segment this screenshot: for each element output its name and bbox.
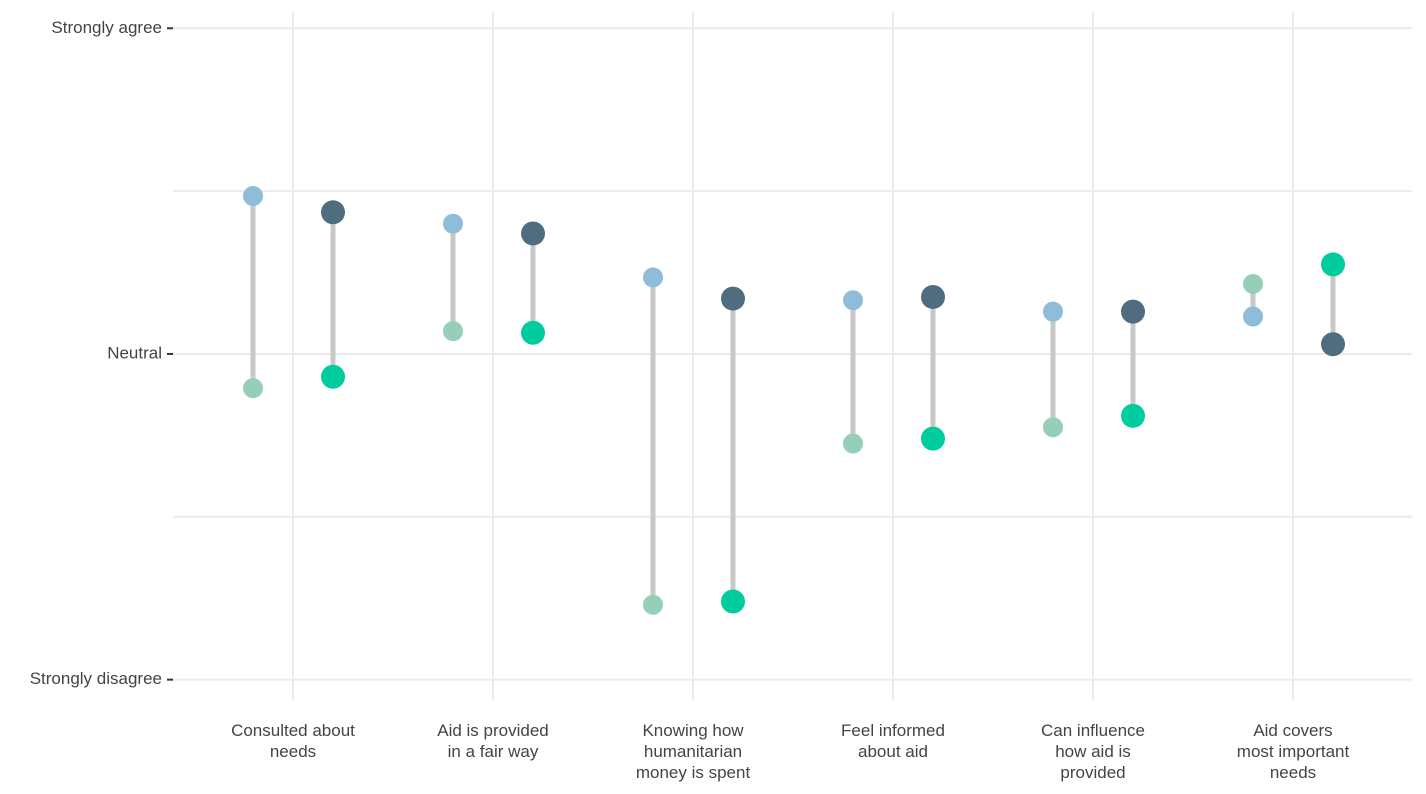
dot	[1243, 273, 1263, 294]
dot	[721, 286, 745, 311]
dot	[921, 284, 945, 309]
x-tick-label: Consulted about needs	[231, 721, 355, 761]
dot	[1321, 252, 1345, 277]
dot	[443, 213, 463, 234]
dot	[643, 594, 663, 615]
dot	[243, 378, 263, 399]
dot	[321, 200, 345, 225]
dot	[243, 186, 263, 207]
x-tick-label: Feel informed about aid	[841, 721, 945, 761]
dot	[521, 221, 545, 246]
dot	[1043, 301, 1063, 322]
dot	[921, 426, 945, 451]
y-tick-label: Strongly agree	[51, 18, 162, 37]
y-tick-label: Neutral	[107, 343, 162, 362]
dot	[1121, 403, 1145, 428]
dot	[721, 589, 745, 614]
dot	[1043, 417, 1063, 438]
dot	[1121, 299, 1145, 324]
dot	[843, 433, 863, 454]
x-tick-label: Aid is provided in a fair way	[437, 721, 549, 761]
x-tick-label: Knowing how humanitarian money is spent	[635, 721, 751, 782]
x-tick-label: Aid covers most important needs	[1236, 721, 1350, 782]
dot	[1243, 306, 1263, 327]
dot	[1321, 332, 1345, 357]
dot	[321, 364, 345, 389]
y-tick-label: Strongly disagree	[30, 669, 162, 688]
x-tick-label: Can influence how aid is provided	[1041, 721, 1145, 782]
dot	[443, 321, 463, 342]
dot	[521, 320, 545, 345]
dot	[843, 290, 863, 311]
dot	[643, 267, 663, 288]
